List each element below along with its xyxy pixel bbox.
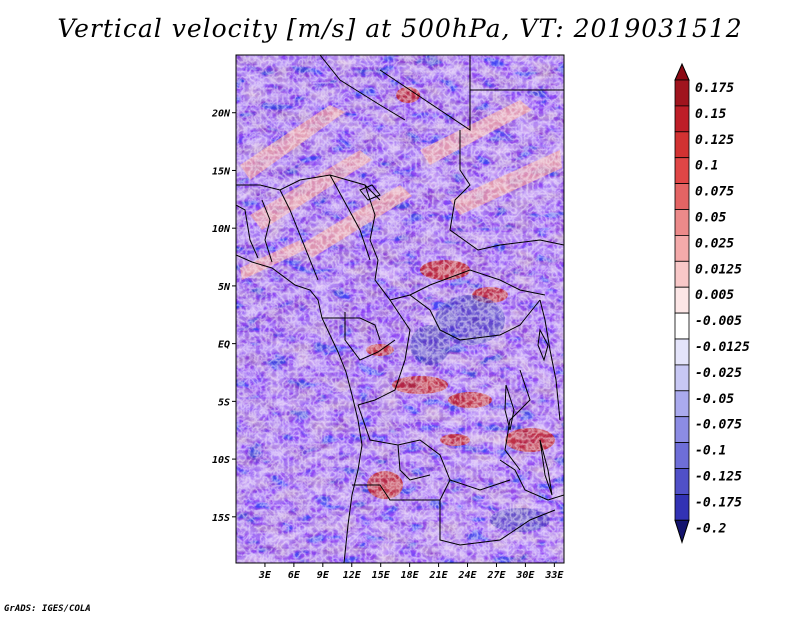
lon-tick-label: 9E <box>317 570 330 581</box>
country-borders <box>236 55 564 563</box>
colorbar-segment <box>674 234 690 262</box>
colorbar-segment <box>674 183 690 210</box>
lon-tick-label: 30E <box>515 570 535 581</box>
lon-tick-label: 27E <box>486 570 506 581</box>
lat-tick-label: 10N <box>212 224 231 235</box>
colorbar-label: 0.005 <box>695 288 734 303</box>
lon-tick-label: 21E <box>429 570 449 581</box>
colorbar-label: -0.025 <box>695 366 742 381</box>
colorbar-segment <box>674 493 690 521</box>
colorbar-label: -0.05 <box>695 392 734 407</box>
lon-tick-label: 15E <box>372 570 391 581</box>
lat-tick-label: 15S <box>212 513 230 524</box>
colorbar-label: 0.075 <box>695 185 734 200</box>
lon-tick-label: 12E <box>343 570 362 581</box>
colorbar-label: -0.175 <box>695 495 742 510</box>
colorbar-segment <box>674 312 690 340</box>
colorbar-segment <box>674 157 690 184</box>
colorbar-bottom-arrow <box>674 519 690 544</box>
colorbar-segment <box>674 364 690 392</box>
colorbar-top-arrow <box>674 62 690 81</box>
plot-frame <box>235 54 565 564</box>
colorbar-segment <box>674 390 690 418</box>
colorbar-label: 0.175 <box>695 81 734 96</box>
lat-tick-label: EQ <box>218 340 230 351</box>
colorbar-segment <box>674 442 690 469</box>
colorbar-segment <box>674 260 690 288</box>
lon-tick-label: 18E <box>401 570 420 581</box>
colorbar-label: 0.0125 <box>695 262 742 277</box>
colorbar-label: 0.125 <box>695 133 734 148</box>
map-title: Vertical velocity [m/s] at 500hPa, VT: 2… <box>57 14 743 43</box>
colorbar-segment <box>674 338 690 366</box>
colorbar-label: 0.05 <box>695 211 726 226</box>
colorbar-label: -0.125 <box>695 470 742 485</box>
grads-credit: GrADS: IGES/COLA <box>4 604 91 614</box>
colorbar-segment <box>674 209 690 236</box>
lon-tick-label: 24E <box>457 570 477 581</box>
colorbar-segment <box>674 105 690 133</box>
colorbar-label: 0.15 <box>695 107 726 122</box>
lat-tick-label: 15N <box>212 166 231 177</box>
lon-tick-label: 3E <box>258 570 272 581</box>
colorbar-label: 0.1 <box>695 159 718 174</box>
vertical-velocity-field <box>236 55 564 563</box>
colorbar-segment <box>674 79 690 107</box>
longitude-axis: 3E 6E 9E 12E 15E 18E 21E 24E 27E 30E 33E <box>258 563 564 581</box>
lat-tick-label: 10S <box>212 455 230 466</box>
colorbar-segment <box>674 131 690 159</box>
colorbar-label: 0.025 <box>695 236 734 251</box>
latitude-axis: 20N 15N 10N 5N EQ 5S 10S 15S <box>211 109 236 524</box>
colorbar-label: -0.1 <box>695 444 726 459</box>
colorbar-segment <box>674 416 690 444</box>
colorbar-label: -0.075 <box>695 418 742 433</box>
colorbar: 0.175 0.15 0.125 0.1 0.075 0.05 0.025 0.0125 0.0… <box>674 62 750 544</box>
lon-tick-label: 6E <box>288 570 301 581</box>
colorbar-label: -0.2 <box>695 521 726 536</box>
lat-tick-label: 5N <box>218 282 231 293</box>
colorbar-label: -0.0125 <box>695 340 750 355</box>
lat-tick-label: 20N <box>211 109 231 120</box>
colorbar-label: -0.005 <box>695 314 742 329</box>
colorbar-segment <box>674 286 690 314</box>
colorbar-segment <box>674 468 690 495</box>
lat-tick-label: 5S <box>218 397 230 408</box>
lon-tick-label: 33E <box>544 570 564 581</box>
